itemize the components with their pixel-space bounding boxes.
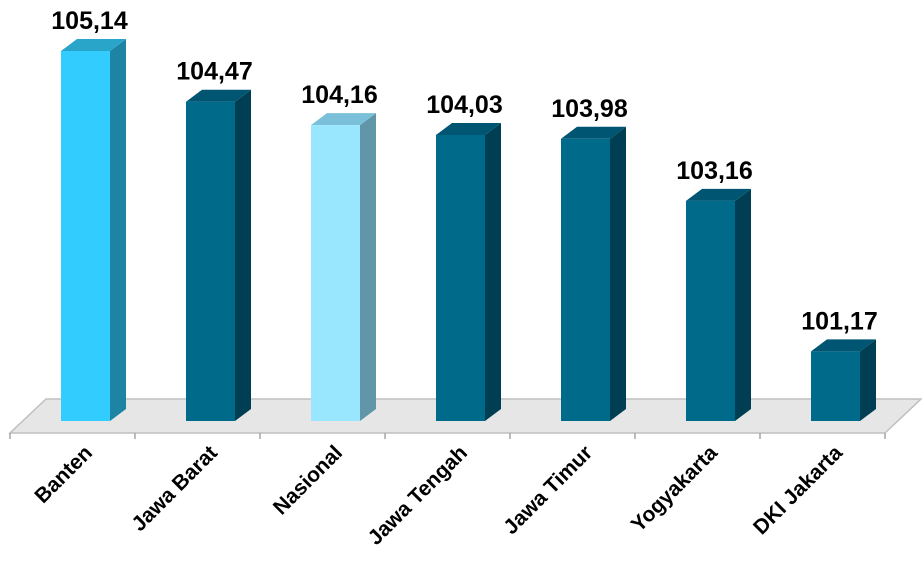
category-label: DKI Jakarta (749, 441, 847, 539)
bar-jawa-barat (186, 89, 251, 421)
category-labels: Banten Jawa Barat Nasional Jawa Tengah Jawa … (30, 441, 847, 550)
value-label: 103,16 (676, 157, 752, 185)
value-label: 105,14 (51, 7, 128, 35)
value-label: 101,17 (801, 307, 877, 335)
bar-top (561, 126, 626, 139)
bar-side (235, 89, 251, 421)
bar-jawa-tengah (436, 122, 501, 421)
bar-side (610, 126, 626, 421)
bar-top (311, 113, 376, 126)
value-labels: 105,14 104,47 104,16 104,03 103,98 103,16 101,… (51, 7, 877, 335)
category-label: Jawa Barat (127, 441, 222, 536)
bar-front (811, 351, 860, 421)
bar-top (436, 122, 501, 135)
category-label: Banten (30, 441, 97, 508)
bar-side (485, 122, 501, 421)
category-label: Nasional (269, 441, 347, 519)
bar-front (561, 138, 610, 421)
bar-front (61, 51, 110, 421)
bar-top (61, 39, 126, 51)
category-label: Yogyakarta (627, 441, 722, 536)
bar-front (311, 125, 360, 421)
category-label: Jawa Tengah (364, 441, 472, 549)
bar-top (186, 89, 251, 102)
bars (61, 39, 876, 421)
bar-front (686, 200, 735, 421)
value-label: 103,98 (551, 95, 628, 123)
bar-jawa-timur (561, 126, 626, 421)
value-label: 104,16 (301, 81, 377, 109)
value-label: 104,03 (426, 91, 502, 119)
value-label: 104,47 (176, 58, 252, 86)
bar-side (735, 188, 751, 421)
bar-top (811, 339, 876, 352)
bar-side (860, 339, 876, 421)
bar-side (360, 113, 376, 421)
bar-nasional (311, 113, 376, 421)
bar-front (186, 101, 235, 421)
bar-dki-jakarta (811, 339, 876, 421)
bar-banten (61, 39, 126, 421)
bar-yogyakarta (686, 188, 751, 421)
bar-top (686, 188, 751, 201)
category-label: Jawa Timur (499, 441, 597, 539)
bar-front (436, 134, 485, 421)
bar-side (110, 39, 126, 421)
